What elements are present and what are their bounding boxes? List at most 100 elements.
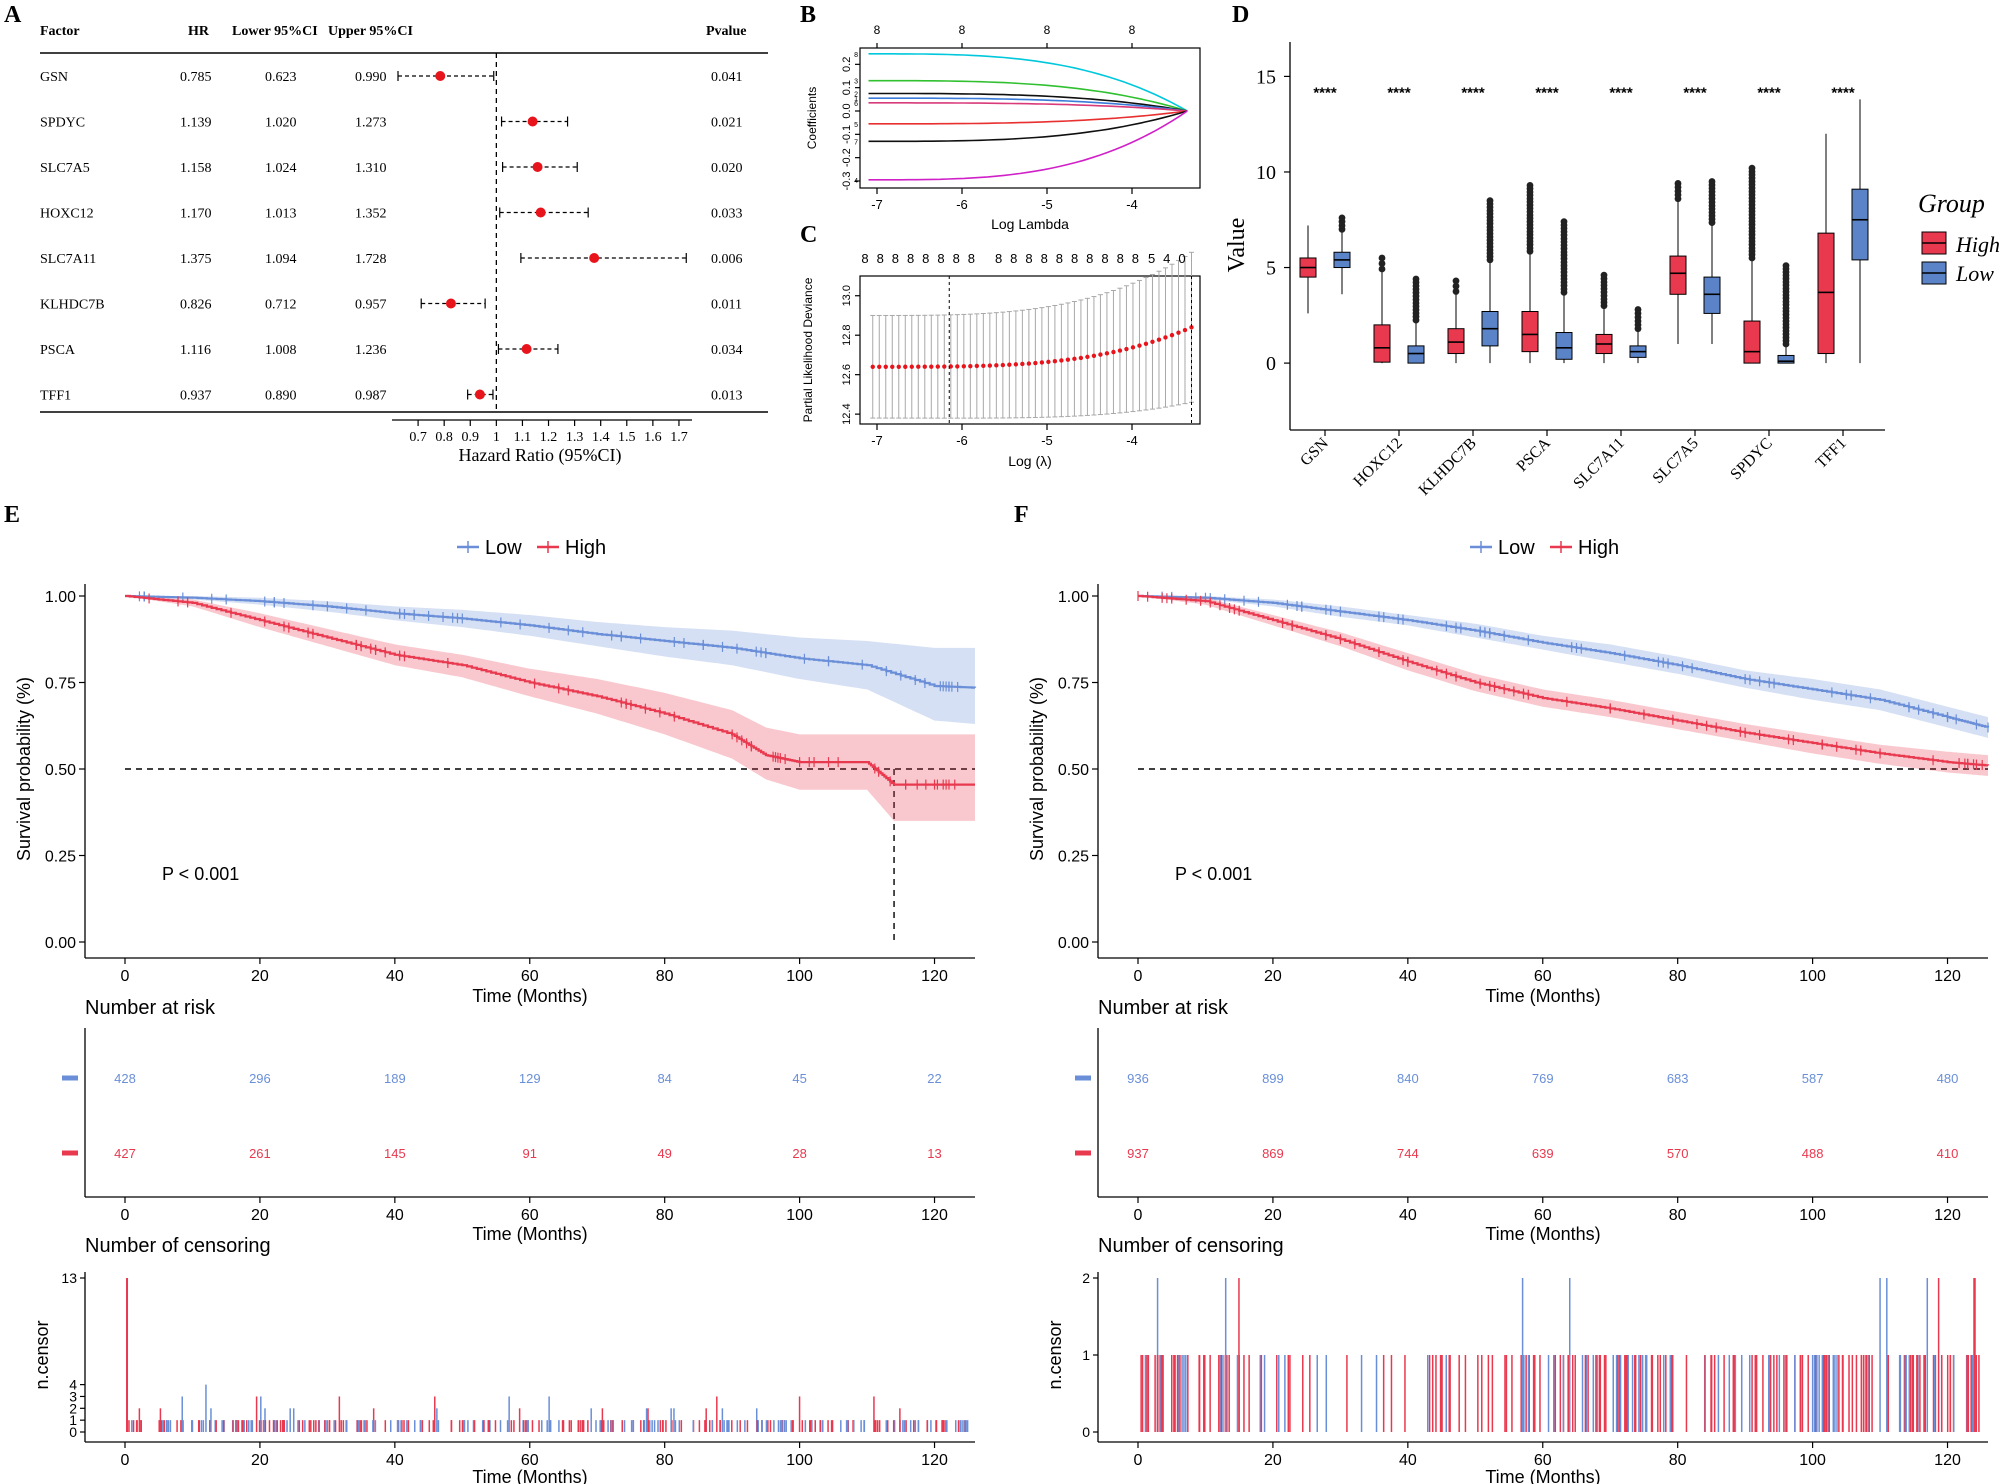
upper-value: 1.310 bbox=[355, 161, 387, 176]
km-x-tick-label: 80 bbox=[1669, 968, 1687, 985]
coefficient-path bbox=[868, 97, 1188, 112]
coefficient-path bbox=[868, 102, 1188, 112]
category-label: SLC7A5 bbox=[1650, 435, 1702, 487]
category-label: HOXC12 bbox=[1350, 435, 1405, 490]
cross-validation-plot: -7 -6 -5 -48 8 8 8 8 8 8 8 8 8 8 8 8 8 8 8 8 8 5 4 012.412.612.… bbox=[801, 251, 1201, 469]
censor-y-tick-label: 1 bbox=[69, 1412, 77, 1428]
risk-high-count: 28 bbox=[792, 1146, 806, 1161]
outlier-point bbox=[1338, 214, 1346, 222]
cv-point bbox=[1156, 337, 1162, 342]
box bbox=[1851, 188, 1869, 261]
panel-letter-d: D bbox=[1232, 2, 1249, 28]
cv-point bbox=[1013, 362, 1019, 367]
outlier-point bbox=[1378, 254, 1386, 262]
lower-value: 1.024 bbox=[265, 161, 297, 176]
cv-point bbox=[1059, 358, 1064, 363]
box bbox=[1743, 320, 1761, 364]
risk-x-tick-label: 0 bbox=[1134, 1207, 1143, 1224]
cv-point bbox=[1085, 354, 1090, 360]
significance-label: **** bbox=[1313, 85, 1337, 102]
upper-value: 1.352 bbox=[355, 207, 387, 222]
category-label: GSN bbox=[1297, 434, 1332, 469]
header-factor: Factor bbox=[40, 24, 80, 39]
hr-point bbox=[435, 71, 446, 81]
cv-point bbox=[1020, 361, 1025, 367]
cv-point bbox=[1052, 359, 1058, 364]
hr-value: 1.375 bbox=[180, 252, 212, 267]
table-row: KLHDC7B 0.826 0.712 0.957 0.011 bbox=[40, 298, 742, 313]
outlier-point bbox=[1708, 178, 1716, 185]
legend-high-label: High bbox=[1578, 537, 1619, 559]
b-y-tick-label: 0.2 bbox=[841, 57, 853, 72]
panel-b-xlabel: Log Lambda bbox=[991, 216, 1069, 232]
censor-ylabel: n.censor bbox=[1045, 1320, 1065, 1389]
outlier-point bbox=[1560, 218, 1568, 226]
risk-x-tick-label: 80 bbox=[656, 1207, 674, 1224]
cv-point bbox=[1026, 361, 1032, 366]
risk-low-count: 683 bbox=[1667, 1071, 1689, 1086]
pvalue-label: P < 0.001 bbox=[162, 864, 239, 884]
pvalue-value: 0.033 bbox=[711, 207, 743, 222]
risk-high-count: 427 bbox=[114, 1146, 136, 1161]
series-label: 1 bbox=[854, 96, 858, 103]
significance-label: **** bbox=[1461, 85, 1485, 102]
censor-y-tick-label: 0 bbox=[1082, 1424, 1090, 1440]
cv-point bbox=[1163, 335, 1168, 340]
risk-xlabel: Time (Months) bbox=[1485, 1224, 1600, 1244]
c-top-tick-label: 8 bbox=[1086, 251, 1093, 266]
significance-label: **** bbox=[1535, 85, 1559, 102]
coefficient-path bbox=[868, 53, 1188, 112]
cv-point bbox=[1137, 343, 1142, 348]
c-top-tick-label: 8 bbox=[892, 251, 899, 266]
cv-point bbox=[1176, 330, 1181, 335]
table-row: SPDYC 1.139 1.020 1.273 0.021 bbox=[40, 116, 743, 131]
risk-low-count: 189 bbox=[384, 1071, 406, 1086]
outlier-point bbox=[1378, 265, 1386, 273]
cv-point bbox=[968, 363, 973, 369]
panel-b-ylabel: Coefficients bbox=[805, 87, 819, 149]
table-row: GSN 0.785 0.623 0.990 0.041 bbox=[40, 70, 743, 85]
cv-point bbox=[994, 363, 999, 368]
upper-value: 1.728 bbox=[355, 252, 387, 267]
risk-x-tick-label: 120 bbox=[921, 1207, 948, 1224]
factor-label: SPDYC bbox=[40, 116, 85, 131]
km-x-tick-label: 0 bbox=[121, 968, 130, 985]
table-row: SLC7A11 1.375 1.094 1.728 0.006 bbox=[40, 252, 743, 267]
risk-high-count: 49 bbox=[657, 1146, 671, 1161]
c-top-tick-label: 8 bbox=[877, 251, 884, 266]
risk-high-count: 639 bbox=[1532, 1146, 1554, 1161]
cv-point bbox=[916, 364, 921, 369]
significance-label: **** bbox=[1609, 85, 1633, 102]
cv-point bbox=[1130, 345, 1136, 350]
survival-curve bbox=[125, 594, 975, 786]
header-pvalue: Pvalue bbox=[706, 24, 746, 39]
legend-high-label: High bbox=[1955, 232, 2000, 257]
forest-xlabel: Hazard Ratio (95%CI) bbox=[459, 445, 622, 466]
risk-low-count: 84 bbox=[657, 1071, 671, 1086]
risk-low-count: 769 bbox=[1532, 1071, 1554, 1086]
censor-y-tick-label: 3 bbox=[69, 1388, 77, 1404]
censor-x-tick-label: 100 bbox=[1799, 1452, 1826, 1469]
c-top-tick-label: 0 bbox=[1178, 251, 1185, 266]
upper-value: 1.236 bbox=[355, 343, 387, 358]
upper-value: 0.990 bbox=[355, 70, 387, 85]
series-label: 6 bbox=[854, 101, 858, 108]
c-top-tick-label: 8 bbox=[1041, 251, 1048, 266]
censor-y-tick-label: 2 bbox=[1082, 1270, 1090, 1286]
c-x-tick-label: -5 bbox=[1041, 433, 1053, 448]
c-top-tick-label: 5 bbox=[1148, 251, 1155, 266]
lower-value: 0.623 bbox=[265, 70, 297, 85]
cv-point bbox=[877, 364, 882, 369]
outlier-point bbox=[1486, 197, 1494, 205]
risk-low-count: 899 bbox=[1262, 1071, 1284, 1086]
c-top-tick-label: 8 bbox=[1025, 251, 1032, 266]
censor-x-tick-label: 20 bbox=[251, 1452, 269, 1469]
panel-letter-e: E bbox=[4, 502, 20, 528]
cv-point bbox=[1143, 341, 1149, 346]
outlier-point bbox=[1378, 260, 1386, 267]
forest-tick-label: 0.7 bbox=[409, 430, 427, 445]
upper-value: 0.987 bbox=[355, 389, 387, 404]
lower-value: 1.094 bbox=[265, 252, 297, 267]
hr-value: 1.139 bbox=[180, 116, 212, 131]
